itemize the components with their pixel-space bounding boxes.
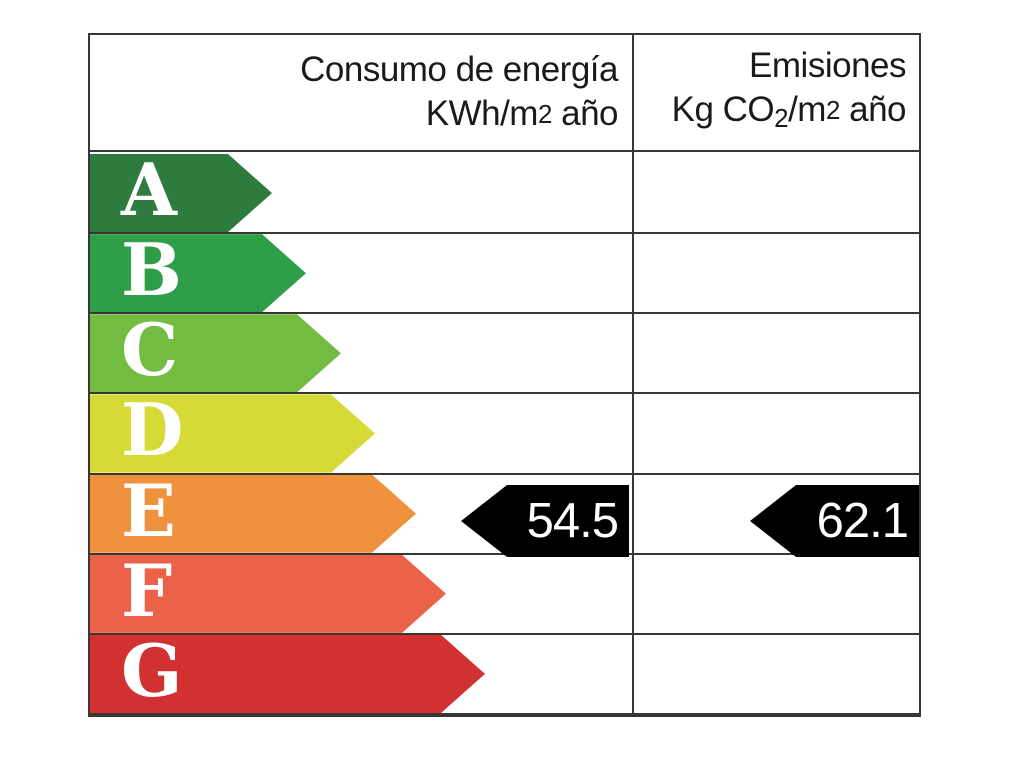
consumption-header-title: Consumo de energía [90, 48, 618, 92]
rating-row-a: A [90, 154, 919, 234]
rating-row-g: G [90, 635, 919, 715]
rating-row-d: D [90, 394, 919, 474]
consumption-value: 54.5 [527, 497, 629, 546]
grade-letter: B [90, 234, 182, 312]
rating-arrow-a: A [90, 154, 272, 232]
grade-letter: G [90, 635, 183, 713]
grade-letter: A [90, 154, 177, 232]
rating-arrow-g: G [90, 635, 485, 713]
rating-arrow-b: B [90, 234, 306, 312]
rating-table: Consumo de energía KWh/m2 año Emisiones … [88, 33, 921, 717]
grade-letter: D [90, 394, 183, 472]
emissions-column-header: Emisiones Kg CO2/m2 año [633, 35, 919, 150]
rating-rows: ABCDEFG 54.5 62.1 [90, 154, 919, 715]
consumption-header-unit: KWh/m2 año [90, 92, 618, 137]
emissions-header-title: Emisiones [633, 44, 906, 88]
emissions-header-unit: Kg CO2/m2 año [633, 88, 906, 141]
energy-rating-certificate: Consumo de energía KWh/m2 año Emisiones … [0, 0, 1020, 765]
emissions-value: 62.1 [817, 497, 919, 546]
rating-row-b: B [90, 234, 919, 314]
consumption-column-header: Consumo de energía KWh/m2 año [90, 35, 631, 150]
rating-arrow-e: E [90, 475, 416, 553]
grade-letter: F [90, 555, 172, 633]
rating-arrow-f: F [90, 555, 446, 633]
rating-row-f: F [90, 555, 919, 635]
column-divider [632, 35, 634, 715]
rating-arrow-c: C [90, 314, 341, 392]
grade-letter: C [90, 314, 178, 392]
rating-row-c: C [90, 314, 919, 394]
grade-letter: E [90, 475, 176, 553]
table-header: Consumo de energía KWh/m2 año Emisiones … [90, 35, 919, 152]
rating-arrow-d: D [90, 394, 375, 472]
